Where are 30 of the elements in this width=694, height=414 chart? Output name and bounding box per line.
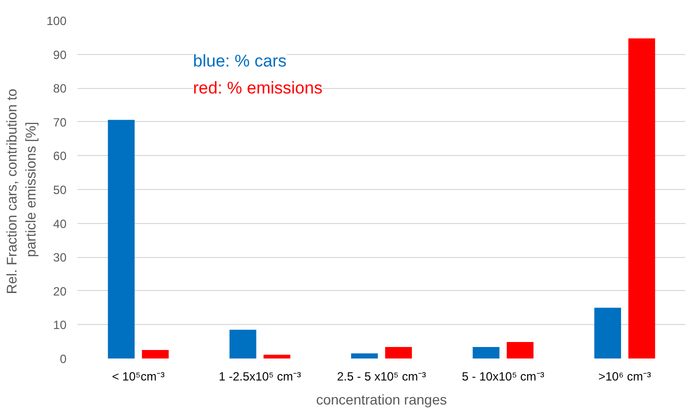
y-tick-label: 90 [53, 48, 67, 62]
y-tick-label: 60 [53, 149, 67, 164]
x-tick-label: 2.5 - 5 x10⁵ cm⁻³ [337, 370, 426, 384]
y-tick-label: 30 [53, 250, 67, 265]
y-tick-label: 80 [53, 82, 67, 96]
x-tick-label: >10⁶ cm⁻³ [598, 370, 652, 384]
y-tick-label: 70 [53, 115, 67, 130]
bar [385, 347, 412, 358]
y-tick-label: 40 [53, 216, 67, 231]
y-tick-label: 50 [53, 183, 67, 197]
y-tick-label: 0 [60, 352, 67, 366]
bar [264, 354, 290, 358]
bar [142, 350, 169, 358]
x-tick-label: < 10⁵cm⁻³ [112, 370, 165, 384]
bar [594, 308, 622, 358]
bar [108, 120, 135, 358]
bar [628, 38, 656, 358]
y-tick-label: 20 [53, 284, 67, 298]
annotation: blue: % cars [193, 52, 287, 71]
x-tick-label: 5 - 10x10⁵ cm⁻³ [462, 370, 544, 384]
bar [230, 330, 256, 358]
y-axis-title: Rel. Fraction cars, contribution to particle emissions [%] [3, 88, 38, 294]
y-tick-label: 100 [46, 14, 67, 28]
x-axis-title: concentration ranges [316, 392, 447, 408]
bar [351, 353, 378, 358]
annotation: red: % emissions [193, 78, 322, 98]
x-tick-label: 1 -2.5x10⁵ cm⁻³ [218, 370, 302, 384]
bar [472, 347, 500, 358]
y-tick-label: 10 [53, 318, 67, 332]
bar [506, 342, 534, 358]
